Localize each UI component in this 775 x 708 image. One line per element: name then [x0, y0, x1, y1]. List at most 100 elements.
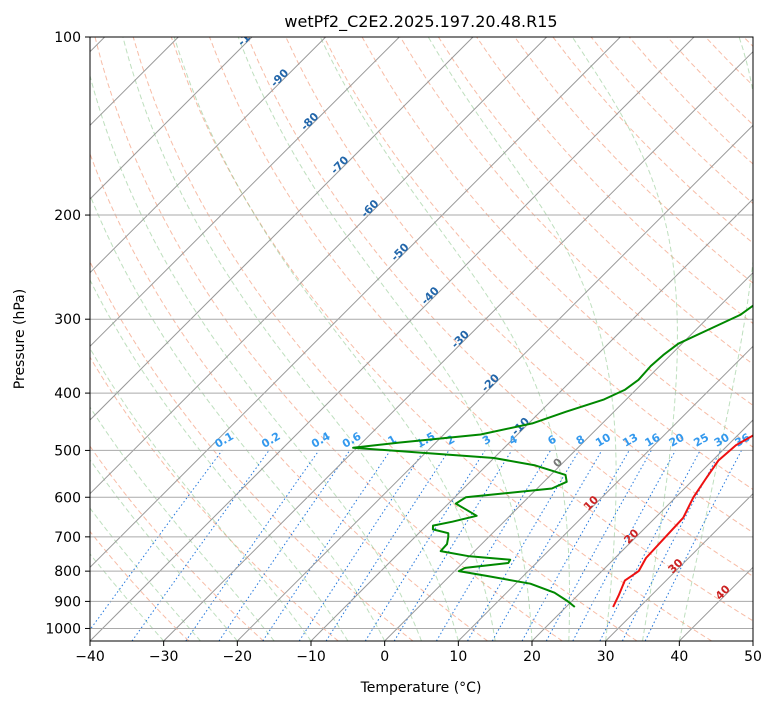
isotherm-label: -80: [298, 110, 321, 133]
mixing-ratio-line: [393, 450, 513, 641]
dry-adiabat: [90, 152, 488, 641]
moist-adiabat: [173, 37, 496, 641]
moist-adiabat: [90, 193, 386, 641]
dry-adiabat: [90, 530, 190, 641]
isotherm-label: -100: [235, 20, 264, 49]
isotherm: [752, 640, 753, 641]
isotherm: [163, 50, 753, 641]
x-axis: −40 −30 −20 −10 0 10 20 30 40 50: [75, 641, 762, 665]
mixing-ratio-line: [325, 450, 450, 641]
isotherm: [90, 37, 327, 274]
y-tick-label: 300: [54, 312, 81, 328]
mixing-ratio-label: 10: [593, 431, 613, 450]
y-tick-label: 400: [54, 386, 81, 402]
dry-adiabat: [323, 37, 753, 491]
mixing-ratio-line: [621, 450, 722, 641]
isotherm-label: -90: [268, 66, 291, 89]
series-layer: [352, 304, 753, 608]
mixing-ratio-label: 25: [691, 431, 711, 450]
y-tick-label: 200: [54, 208, 81, 224]
x-tick-label: 20: [523, 649, 541, 665]
mixing-ratio-label: 0.4: [309, 430, 333, 451]
mixing-ratio-label: 0.2: [259, 430, 282, 451]
moist-adiabat: [90, 73, 422, 641]
dry-adiabat: [90, 356, 339, 641]
x-tick-label: 10: [449, 649, 467, 665]
x-tick-label: −10: [296, 649, 326, 665]
isotherm-label: -20: [479, 371, 502, 394]
dry-adiabat: [590, 37, 753, 205]
isotherm-label: -30: [449, 328, 472, 351]
mixing-ratio-label: 2: [444, 433, 457, 448]
isotherm: [90, 37, 695, 641]
isotherm-label: -70: [328, 153, 351, 176]
moist-adiabat: [90, 406, 275, 641]
mixing-ratio-label: 1: [386, 433, 399, 448]
isotherm: [90, 37, 548, 495]
dewpoint-line: [352, 304, 753, 608]
y-tick-label: 100: [54, 30, 81, 46]
mixing-ratio-line: [185, 450, 320, 641]
isotherm-label: 20: [621, 526, 641, 546]
mixing-ratio-line: [545, 450, 652, 641]
moist-adiabat: [90, 553, 165, 641]
moist-adiabat: [237, 37, 533, 641]
mixing-ratio-label: 20: [667, 431, 687, 450]
dry-adiabat: [743, 37, 753, 48]
mixing-ratio-label: 36: [733, 431, 753, 450]
temperature-line: [612, 434, 753, 608]
isotherm-label: 40: [713, 582, 733, 602]
x-tick-label: 30: [597, 649, 615, 665]
dry-adiabat: [132, 37, 638, 641]
x-tick-label: 50: [744, 649, 762, 665]
isotherm-label: -50: [388, 240, 411, 263]
mixing-ratio-line: [298, 450, 425, 641]
plot-frame: [89, 36, 754, 642]
dry-adiabat: [170, 37, 712, 641]
y-tick-label: 600: [54, 490, 81, 506]
moist-adiabat: [90, 278, 349, 641]
dry-adiabat: [514, 37, 753, 284]
x-tick-label: 0: [380, 649, 389, 665]
dry-adiabat: [247, 37, 753, 577]
moist-adiabat: [90, 347, 312, 641]
isotherm: [236, 124, 753, 641]
y-axis-label: Pressure (hPa): [12, 289, 28, 389]
dry-adiabat: [90, 445, 264, 641]
isotherm: [90, 37, 400, 348]
y-tick-label: 900: [54, 594, 81, 610]
mixing-ratio-line: [572, 450, 676, 641]
isotherm: [678, 566, 753, 641]
isotherm: [310, 198, 753, 641]
isotherm: [90, 37, 253, 200]
y-tick-label: 700: [54, 530, 81, 546]
moist-adiabat: [122, 37, 459, 641]
dry-adiabat: [437, 37, 753, 365]
x-tick-label: −40: [75, 649, 105, 665]
mixing-ratio-label: 30: [712, 431, 732, 450]
y-axis: 100 200 300 400 500 600 700 800 900 1000: [45, 30, 90, 637]
y-tick-label: 800: [54, 564, 81, 580]
moist-adiabat: [427, 37, 617, 641]
mixing-ratio-line: [262, 450, 391, 641]
mixing-ratio-line: [467, 450, 580, 641]
mixing-ratio-line: [435, 450, 552, 641]
dry-adiabat: [94, 37, 563, 641]
isotherm: [457, 345, 753, 641]
isotherm: [605, 492, 753, 641]
isotherm-label: -60: [358, 197, 381, 220]
x-axis-label: Temperature (°C): [360, 680, 482, 696]
mixing-ratio-label: 13: [621, 431, 641, 450]
x-tick-label: 40: [670, 649, 688, 665]
dry-adiabat: [399, 37, 753, 407]
mixing-ratio-line: [521, 450, 630, 641]
isotherm-label: 30: [666, 556, 686, 576]
isotherm: [384, 271, 753, 641]
dry-adiabat: [705, 37, 753, 87]
moist-adiabat: [319, 37, 570, 641]
y-tick-label: 500: [54, 443, 81, 459]
mixing-ratio-line: [90, 450, 223, 631]
isotherm: [531, 419, 753, 641]
isotherm: [90, 37, 621, 569]
